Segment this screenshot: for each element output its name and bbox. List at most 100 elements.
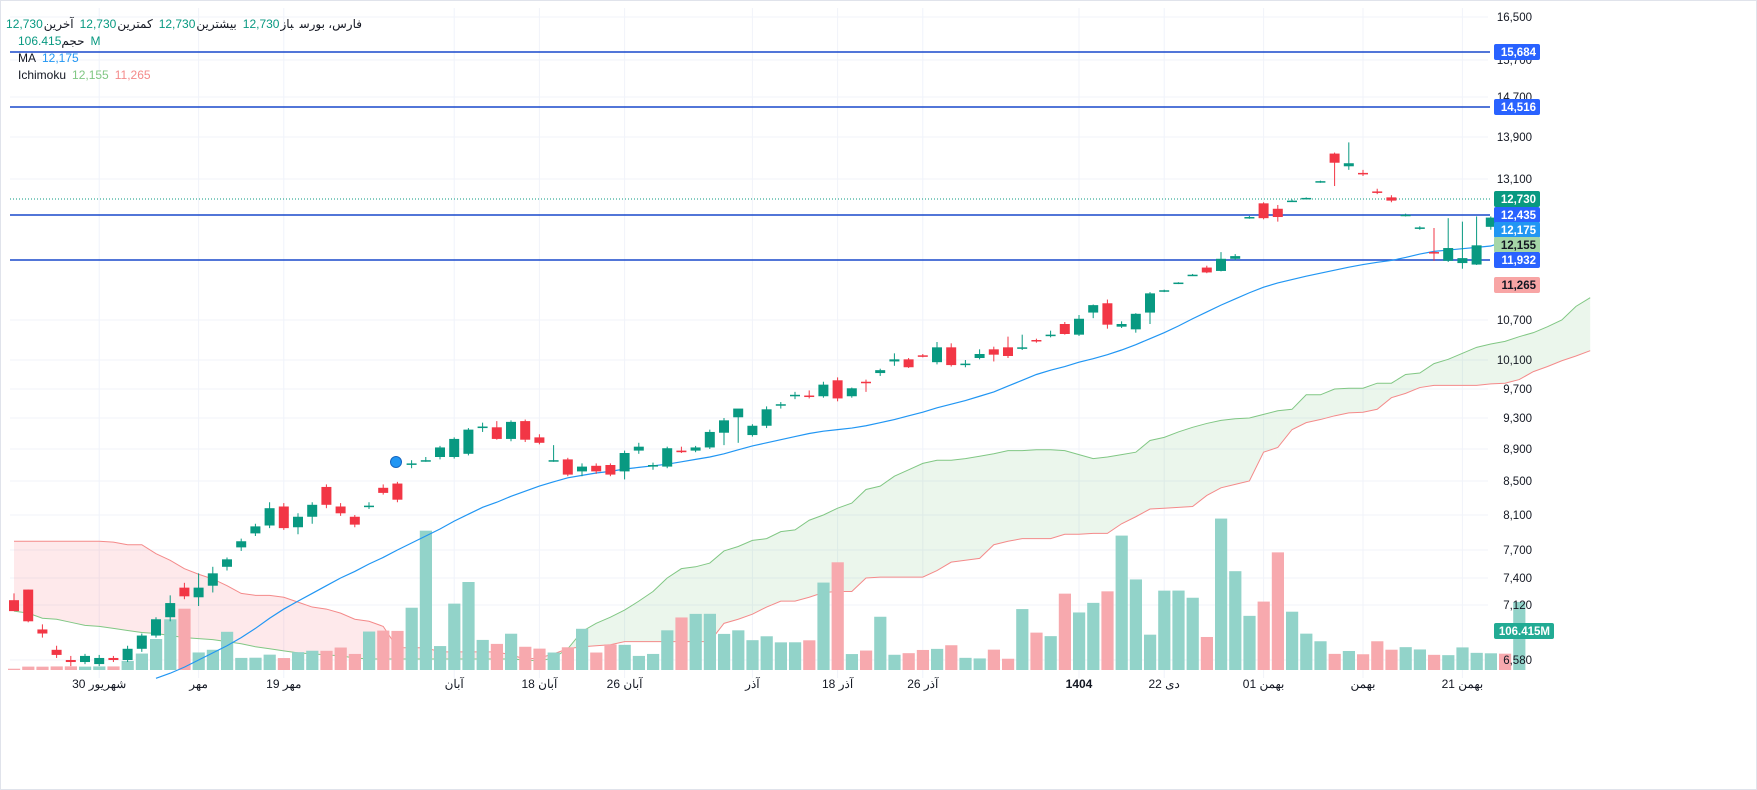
candle-body (534, 437, 545, 443)
y-axis-tick-label: 9,700 (1503, 384, 1532, 396)
volume-bar (1484, 653, 1497, 670)
volume-bar (576, 628, 589, 670)
candle (648, 462, 658, 470)
volume-bar (277, 658, 290, 670)
cloud-segment (724, 546, 739, 624)
candle-body (435, 447, 445, 457)
cloud-segment (1277, 409, 1292, 448)
cloud-segment (141, 544, 156, 634)
candle (335, 503, 346, 516)
candle-body (662, 448, 673, 467)
price-badge: 12,175 (1494, 222, 1540, 238)
cloud-segment (56, 541, 71, 623)
cloud-segment (1533, 326, 1548, 372)
volume-bar (945, 645, 958, 670)
cloud-segment (1121, 452, 1136, 524)
volume-bar (1186, 597, 1199, 670)
price-badge-label: 14,516 (1501, 102, 1536, 114)
candle-body (875, 370, 886, 374)
candle (747, 424, 758, 437)
cloud-segment (1377, 383, 1392, 410)
cloud-segment (1206, 420, 1221, 496)
candle (207, 566, 218, 593)
ichimoku-span-b-line (14, 350, 1591, 660)
volume-bar (64, 666, 77, 670)
price-badge: 14,516 (1494, 99, 1540, 115)
cloud-segment (624, 601, 639, 642)
volume-bar (50, 666, 63, 670)
candle (1003, 336, 1013, 358)
volume-bar (1129, 579, 1142, 670)
price-badge-bg (1494, 191, 1540, 207)
candle-body (335, 506, 346, 514)
candle-body (1031, 340, 1042, 342)
volume-bar (973, 658, 986, 670)
candle-body (917, 355, 928, 357)
volume-bars (8, 518, 1526, 670)
y-axis-tick-label: 7,700 (1503, 545, 1532, 557)
candle-body (1017, 347, 1028, 349)
volume-bar (874, 616, 887, 670)
horizontal-levels (10, 51, 1490, 261)
close-label: آخرین (43, 17, 74, 31)
candle-body (605, 465, 616, 475)
volume-bar (1058, 593, 1071, 670)
cloud-segment (780, 529, 795, 602)
candle (662, 446, 673, 469)
candle (917, 354, 928, 358)
candle (1130, 313, 1141, 333)
candle-body (222, 559, 232, 567)
volume-bar (1016, 609, 1029, 670)
cloud-segment (1064, 450, 1079, 535)
cloud-segment (298, 602, 313, 654)
ma-label: MA (18, 51, 36, 65)
candle (51, 645, 62, 658)
volume-bar (121, 660, 134, 670)
candle (278, 503, 289, 530)
candle (9, 593, 19, 612)
y-axis-tick-label: 7,120 (1503, 600, 1532, 612)
volume-bar (462, 582, 475, 670)
y-axis-tick-label: 13,900 (1497, 132, 1532, 144)
candle (605, 463, 616, 477)
volume-bar (1371, 641, 1384, 670)
cloud-segment (1050, 449, 1065, 539)
volume-bar (845, 654, 858, 670)
candle (349, 515, 360, 528)
cloud-segment (283, 597, 298, 653)
candle-body (449, 438, 460, 457)
cloud-segment (965, 456, 980, 561)
candle (804, 390, 815, 399)
candle-body (193, 587, 204, 598)
cloud-segment (809, 515, 824, 598)
candle-body (790, 394, 800, 397)
volume-bar (1158, 590, 1171, 670)
candle-body (1145, 293, 1155, 313)
candle-body (1074, 318, 1084, 335)
candle (420, 457, 431, 462)
ichimoku-legend: Ichimoku 12,155 11,265 (18, 67, 157, 83)
candle (80, 653, 90, 665)
ichimoku-span-a-line (13, 297, 1591, 662)
candle (719, 418, 729, 446)
cloud-segment (638, 591, 653, 642)
candle (974, 349, 985, 360)
volume-bar (1271, 552, 1284, 670)
candle-body (846, 388, 857, 397)
cloud-segment (1448, 353, 1463, 386)
candle-body (704, 431, 715, 448)
candle-body (506, 421, 516, 439)
price-badge-bg (1494, 44, 1540, 60)
cloud-segment (1263, 410, 1278, 453)
volume-bar (817, 582, 830, 670)
cloud-segment (1519, 332, 1534, 380)
candle (1315, 180, 1326, 183)
cloud-segment (212, 578, 227, 642)
candle (1457, 221, 1468, 269)
cloud-segment (255, 595, 270, 649)
volume-bar (1470, 652, 1483, 670)
volume-bar (107, 666, 120, 670)
candle (406, 460, 417, 469)
